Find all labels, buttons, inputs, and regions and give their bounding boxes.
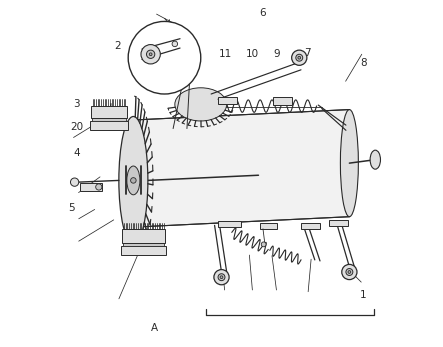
Circle shape [149, 53, 152, 56]
Circle shape [96, 184, 102, 190]
Circle shape [291, 50, 307, 65]
Ellipse shape [126, 120, 144, 227]
Bar [91, 106, 127, 118]
Ellipse shape [127, 166, 140, 195]
Bar [121, 246, 166, 255]
Bar [218, 221, 241, 227]
Circle shape [296, 54, 303, 61]
Circle shape [70, 178, 79, 186]
Text: 9: 9 [273, 49, 280, 59]
Circle shape [261, 242, 266, 247]
Circle shape [218, 274, 225, 281]
Text: 6: 6 [260, 8, 266, 18]
Text: 3: 3 [73, 99, 80, 109]
Text: 5: 5 [68, 203, 74, 213]
Ellipse shape [370, 150, 381, 169]
Circle shape [298, 56, 301, 59]
Bar [260, 223, 277, 229]
Ellipse shape [119, 117, 148, 244]
Circle shape [172, 41, 178, 46]
Circle shape [147, 50, 155, 58]
Circle shape [214, 270, 229, 285]
Text: 8: 8 [360, 58, 366, 68]
Bar [329, 220, 348, 226]
Text: 1: 1 [360, 290, 366, 300]
Circle shape [346, 269, 353, 276]
Bar [301, 223, 320, 229]
Text: A: A [151, 323, 158, 333]
Text: 2: 2 [114, 41, 121, 51]
Text: 11: 11 [218, 49, 232, 59]
Text: 4: 4 [73, 148, 80, 158]
Bar [273, 98, 292, 105]
Ellipse shape [340, 110, 358, 217]
Circle shape [128, 22, 201, 94]
Bar [90, 121, 128, 130]
Bar [122, 229, 165, 243]
Bar [92, 118, 126, 121]
Text: 7: 7 [305, 48, 311, 58]
Ellipse shape [175, 88, 227, 121]
Circle shape [131, 178, 136, 183]
Text: 10: 10 [246, 49, 259, 59]
Bar [123, 243, 164, 246]
Polygon shape [135, 110, 350, 227]
Circle shape [220, 276, 223, 279]
Bar [80, 183, 102, 191]
Circle shape [141, 44, 160, 64]
Text: 20: 20 [70, 122, 83, 132]
Circle shape [342, 264, 357, 280]
Circle shape [348, 271, 351, 273]
Bar [218, 97, 237, 104]
